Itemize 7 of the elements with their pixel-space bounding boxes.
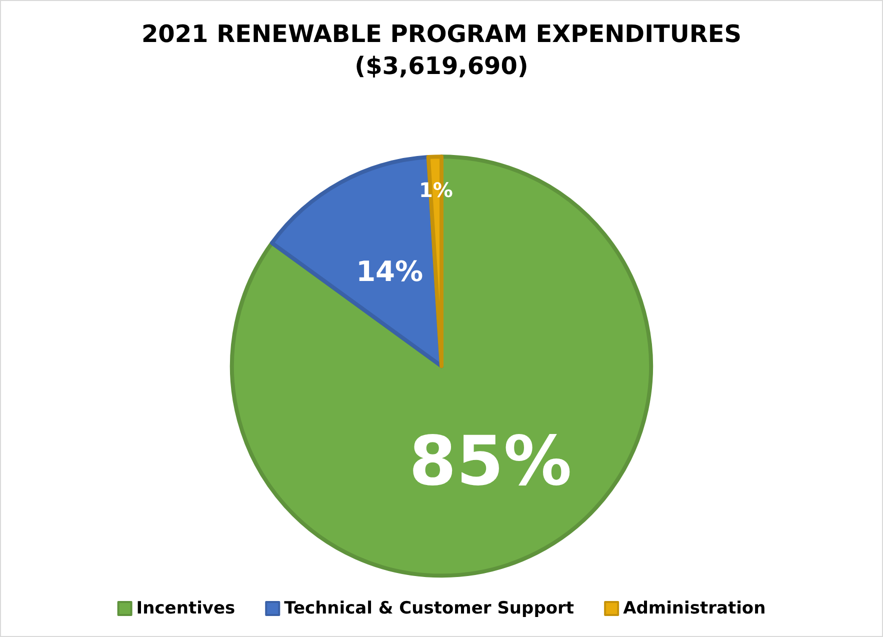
chart-subtitle: ($3,619,690): [354, 52, 528, 80]
legend-label: Administration: [623, 598, 766, 618]
data-label: 14%: [356, 255, 424, 288]
data-label: 85%: [409, 422, 572, 502]
legend-label: Technical & Customer Support: [284, 598, 574, 618]
chart-title: 2021 RENEWABLE PROGRAM EXPENDITURES: [141, 20, 742, 48]
legend-label: Incentives: [136, 598, 236, 618]
